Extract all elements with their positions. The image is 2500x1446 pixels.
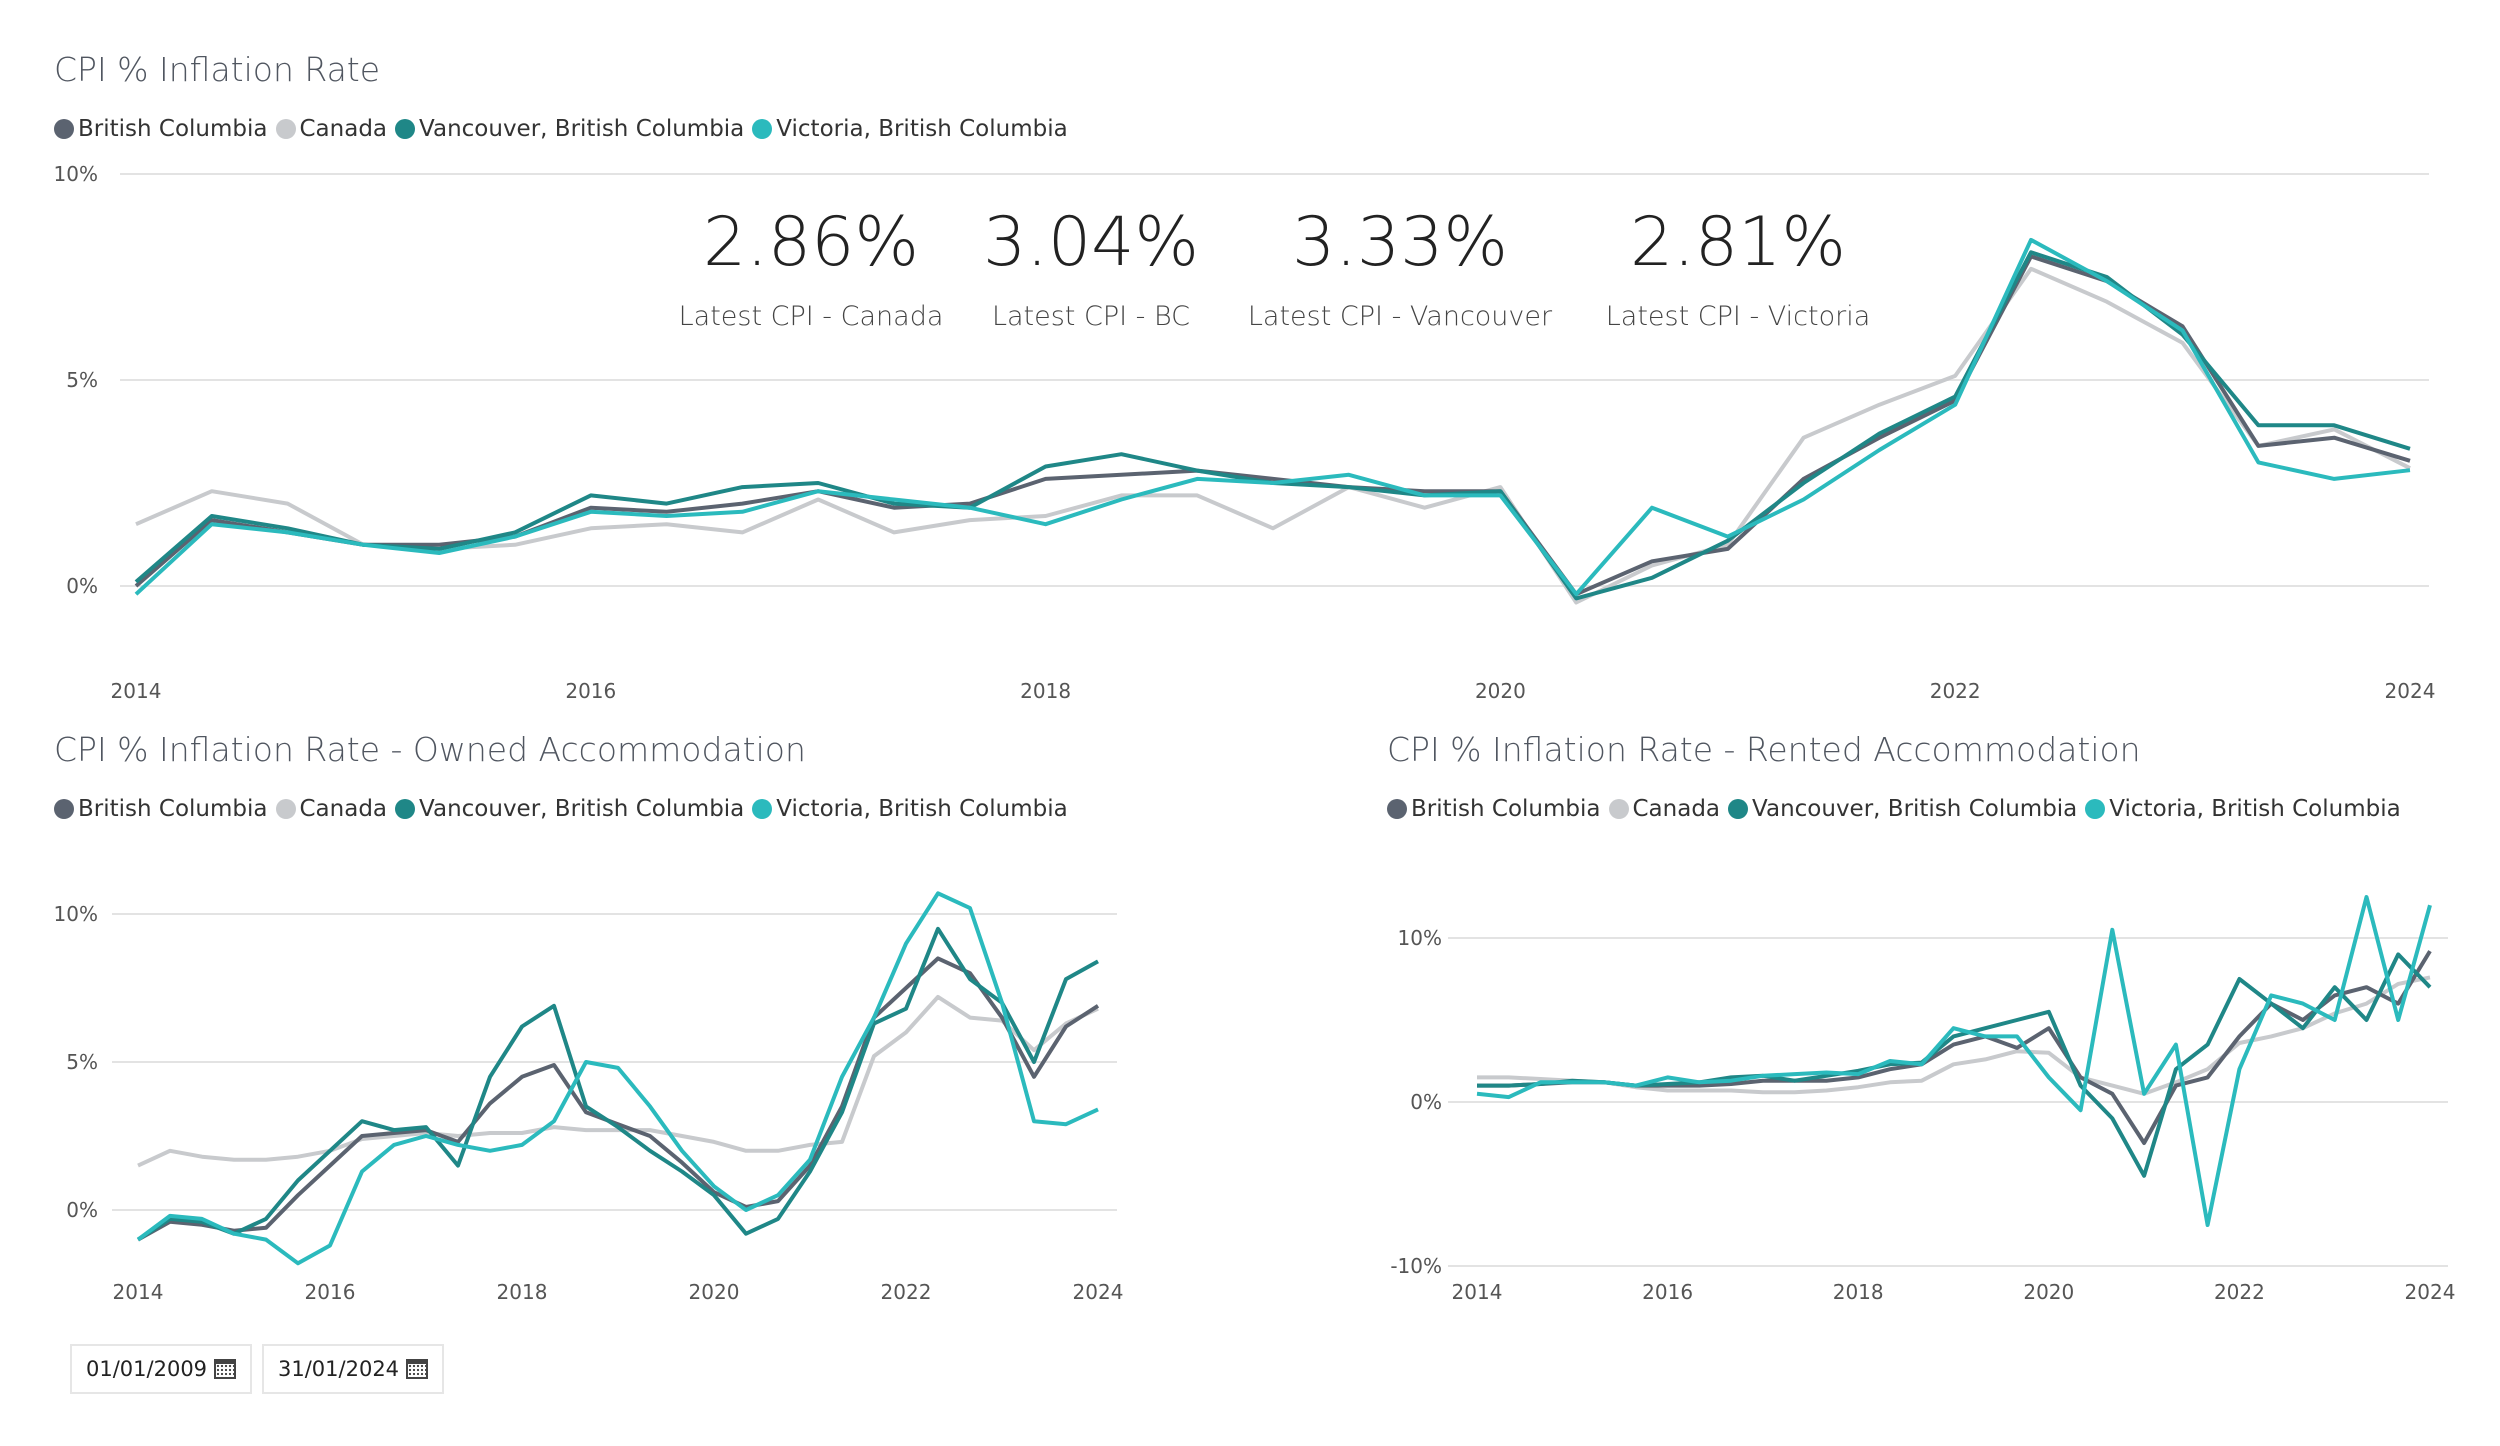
chart-title-rented: CPI % Inflation Rate - Rented Accommodat… (1387, 730, 2141, 769)
cpi-line-chart: 0% 5% 10% 2014 2016 2018 2020 2022 2024 (54, 162, 2436, 703)
kpi-card-victoria: 2.81% Latest CPI - Victoria (1606, 203, 1871, 332)
start-date-input[interactable]: 01/01/2009 (70, 1344, 252, 1394)
series-line-victoria-british-columbia[interactable] (134, 237, 2411, 597)
legend-label: Vancouver, British Columbia (419, 796, 745, 822)
legend-dot-icon (275, 119, 296, 139)
x-tick-label: 2022 (1930, 679, 1981, 703)
calendar-icon[interactable] (406, 1359, 428, 1379)
legend-item-vancouver[interactable]: Vancouver, British Columbia (1728, 796, 2077, 822)
x-tick-label: 2020 (1475, 679, 1526, 703)
y-tick-label: 5% (66, 368, 98, 392)
x-tick-label: 2018 (1833, 1280, 1884, 1304)
legend-dot-icon (54, 799, 74, 819)
legend-label: Vancouver, British Columbia (1752, 796, 2078, 822)
legend-dot-icon (2085, 799, 2106, 819)
series-line-victoria-british-columbia[interactable] (136, 891, 1099, 1266)
legend-item-victoria[interactable]: Victoria, British Columbia (752, 796, 1068, 822)
x-tick-label: 2018 (497, 1280, 548, 1304)
legend-label: Victoria, British Columbia (776, 796, 1068, 822)
kpi-value: 2.86% (702, 203, 920, 282)
kpi-label: Latest CPI - Victoria (1605, 301, 1871, 332)
x-tick-label: 2016 (565, 679, 616, 703)
series-line-vancouver-british-columbia[interactable] (136, 926, 1099, 1242)
y-tick-label: 10% (1398, 926, 1442, 950)
kpi-card-bc: 3.04% Latest CPI - BC (983, 203, 1199, 332)
owned-line-chart: 0% 5% 10% 2014 2016 2018 2020 2022 2024 (54, 891, 1124, 1304)
x-tick-label: 2020 (2023, 1280, 2074, 1304)
x-tick-label: 2016 (305, 1280, 356, 1304)
rented-line-chart: -10% 0% 10% 2014 2016 2018 2020 2022 2024 (1390, 895, 2456, 1304)
legend-item-victoria[interactable]: Victoria, British Columbia (752, 116, 1068, 142)
end-date-input[interactable]: 31/01/2024 (262, 1344, 444, 1394)
legend-item-victoria[interactable]: Victoria, British Columbia (2085, 796, 2401, 822)
start-date-value: 01/01/2009 (86, 1357, 208, 1381)
x-tick-label: 2024 (2385, 679, 2436, 703)
legend-label: Canada (299, 796, 388, 822)
legend-item-canada[interactable]: Canada (1608, 796, 1721, 822)
legend-item-canada[interactable]: Canada (275, 796, 388, 822)
kpi-card-canada: 2.86% Latest CPI - Canada (679, 203, 944, 332)
y-tick-label: 5% (66, 1050, 98, 1074)
x-tick-label: 2014 (1452, 1280, 1503, 1304)
x-tick-label: 2020 (689, 1280, 740, 1304)
legend-label: British Columbia (1411, 796, 1601, 822)
legend-dot-icon (395, 119, 416, 139)
series-line-victoria-british-columbia[interactable] (1476, 895, 2432, 1227)
series-line-british-columbia[interactable] (137, 956, 1100, 1242)
legend-item-canada[interactable]: Canada (275, 116, 388, 142)
kpi-value: 3.33% (1291, 203, 1509, 282)
series-line-canada[interactable] (135, 266, 2411, 605)
y-tick-label: 10% (54, 162, 98, 186)
legend-label: Canada (299, 116, 388, 142)
end-date-value: 31/01/2024 (278, 1357, 400, 1381)
legend-dot-icon (275, 799, 296, 819)
legend-dot-icon (1608, 799, 1629, 819)
legend-dot-icon (395, 799, 416, 819)
x-tick-label: 2016 (1642, 1280, 1693, 1304)
legend-item-bc[interactable]: British Columbia (54, 116, 268, 142)
calendar-icon[interactable] (214, 1359, 236, 1379)
x-tick-label: 2018 (1020, 679, 1071, 703)
legend-label: British Columbia (78, 796, 268, 822)
legend-dot-icon (752, 799, 773, 819)
legend-label: Victoria, British Columbia (776, 116, 1068, 142)
legend-label: Canada (1632, 796, 1721, 822)
kpi-value: 2.81% (1629, 203, 1847, 282)
y-tick-label: 10% (54, 902, 98, 926)
x-tick-label: 2014 (111, 679, 162, 703)
legend-item-bc[interactable]: British Columbia (54, 796, 268, 822)
legend-item-vancouver[interactable]: Vancouver, British Columbia (395, 116, 744, 142)
kpi-label: Latest CPI - BC (991, 301, 1191, 332)
x-tick-label: 2024 (1073, 1280, 1124, 1304)
y-tick-label: 0% (66, 1198, 98, 1222)
legend-dot-icon (752, 119, 773, 139)
legend-cpi: British Columbia Canada Vancouver, Briti… (54, 116, 1076, 142)
x-tick-label: 2024 (2405, 1280, 2456, 1304)
chart-title-cpi: CPI % Inflation Rate (54, 50, 381, 89)
legend-item-bc[interactable]: British Columbia (1387, 796, 1601, 822)
legend-item-vancouver[interactable]: Vancouver, British Columbia (395, 796, 744, 822)
x-tick-label: 2022 (881, 1280, 932, 1304)
y-tick-label: 0% (66, 574, 98, 598)
legend-rented: British Columbia Canada Vancouver, Briti… (1387, 796, 2409, 822)
series-line-british-columbia[interactable] (1477, 950, 2432, 1145)
series-line-canada[interactable] (137, 994, 1099, 1168)
kpi-value: 3.04% (982, 203, 1200, 282)
legend-label: Vancouver, British Columbia (419, 116, 745, 142)
chart-title-owned: CPI % Inflation Rate - Owned Accommodati… (54, 730, 806, 769)
legend-dot-icon (54, 119, 74, 139)
kpi-label: Latest CPI - Canada (678, 301, 944, 332)
legend-label: British Columbia (78, 116, 268, 142)
legend-owned: British Columbia Canada Vancouver, Briti… (54, 796, 1076, 822)
x-tick-label: 2022 (2214, 1280, 2265, 1304)
legend-dot-icon (1728, 799, 1749, 819)
y-tick-label: -10% (1390, 1254, 1442, 1278)
legend-label: Victoria, British Columbia (2109, 796, 2401, 822)
kpi-card-vancouver: 3.33% Latest CPI - Vancouver (1248, 203, 1552, 332)
kpi-label: Latest CPI - Vancouver (1247, 301, 1553, 332)
y-tick-label: 0% (1410, 1090, 1442, 1114)
legend-dot-icon (1387, 799, 1407, 819)
x-tick-label: 2014 (113, 1280, 164, 1304)
